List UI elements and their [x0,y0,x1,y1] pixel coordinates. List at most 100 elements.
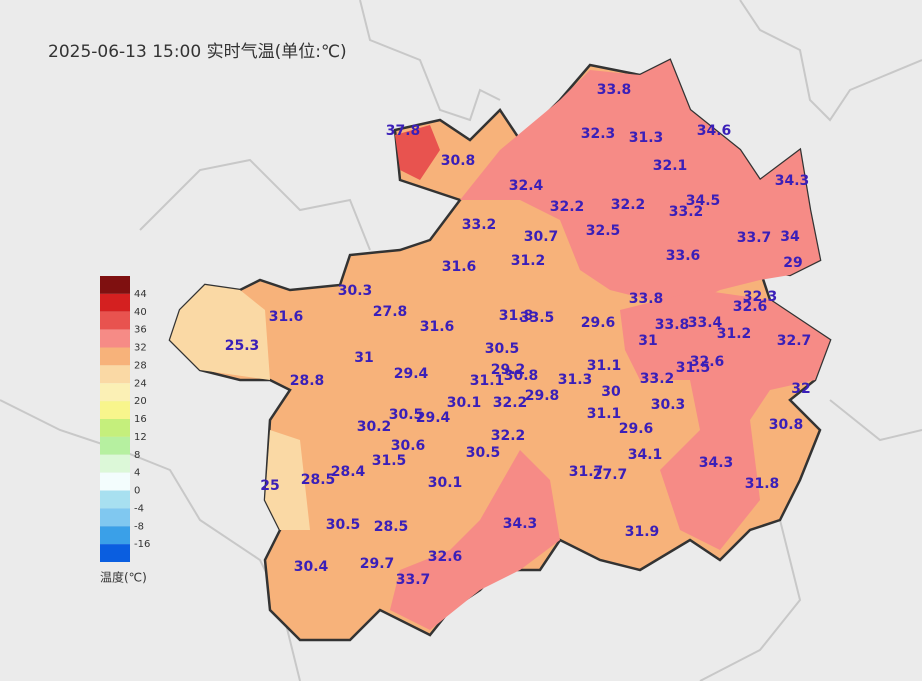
station-temperature: 32.7 [777,333,812,349]
station-temperature: 29.8 [525,388,560,404]
hot-area [395,125,440,180]
legend-tick-label: 8 [134,450,140,461]
legend-tick-label: 16 [134,414,147,425]
legend-tick-label: 0 [134,486,140,497]
station-temperature: 25 [260,478,279,494]
station-temperature: 31.7 [569,464,604,480]
station-temperature: 31.5 [372,453,407,469]
station-temperature: 32.6 [690,354,725,370]
legend-tick-label: 20 [134,396,147,407]
station-temperature: 29 [783,255,802,271]
legend-swatch [100,329,130,348]
station-temperature: 32.4 [509,178,544,194]
station-temperature: 34.3 [503,516,538,532]
station-temperature: 33.2 [640,371,675,387]
station-temperature: 31.3 [558,372,593,388]
station-temperature: 32.2 [491,428,526,444]
station-temperature: 34.3 [775,173,810,189]
station-temperature: 32.6 [428,549,463,565]
warm-area [390,450,560,630]
station-temperature: 31.6 [442,259,477,275]
legend-swatch [100,454,130,473]
station-temperature: 25.3 [225,338,260,354]
station-temperature: 30.5 [326,517,361,533]
station-temperature: 31.6 [420,319,455,335]
station-temperature: 29.6 [581,315,616,331]
station-temperature: 30.8 [441,153,476,169]
station-temperature: 27.7 [593,467,628,483]
legend-tick-label: 44 [134,289,147,300]
station-temperature: 34 [780,229,800,245]
station-temperature: 33.6 [666,248,701,264]
station-temperature: 32.6 [733,299,768,315]
legend-tick-label: 36 [134,325,147,336]
station-temperature: 28.4 [331,464,366,480]
station-temperature: 34.1 [628,447,663,463]
legend-swatch [100,472,130,491]
station-temperature: 31.3 [629,130,664,146]
station-temperature: 31.2 [511,253,546,269]
station-temperature: 33.8 [655,317,690,333]
station-temperature: 30.6 [391,438,426,454]
station-temperature: 33.7 [396,572,431,588]
station-temperature: 30.7 [524,229,559,245]
station-temperature: 31.8 [745,476,780,492]
station-temperature: 31 [354,350,373,366]
legend-tick-label: -8 [134,521,144,532]
station-temperature: 30.2 [357,419,392,435]
station-temperature: 30.5 [466,445,501,461]
legend-swatch [100,419,130,437]
station-temperature: 32.2 [611,197,646,213]
station-temperature: 28.8 [290,373,325,389]
legend-swatch [100,293,130,312]
warm-area [620,290,830,550]
station-temperature: 33.8 [597,82,632,98]
station-temperature: 31.1 [587,406,622,422]
warm-area [460,60,820,300]
station-temperature: 33.8 [629,291,664,307]
legend-swatch [100,401,130,419]
station-temperature: 31.9 [625,524,660,540]
legend-tick-label: 24 [134,378,147,389]
station-temperature: 31.1 [470,373,505,389]
station-temperature: 30.5 [389,407,424,423]
station-temperature: 33.2 [462,217,497,233]
station-temperature: 32.2 [550,199,585,215]
station-temperature: 28.5 [301,472,336,488]
legend-swatch [100,544,130,562]
legend-tick-label: 28 [134,360,147,371]
legend-tick-label: 4 [134,468,140,479]
station-temperature: 30.8 [504,368,539,384]
legend-tick-label: -16 [134,539,150,550]
station-temperature: 29.4 [394,366,429,382]
station-temperature: 31 [638,333,657,349]
station-temperature: 29.7 [360,556,395,572]
legend-swatch [100,365,130,384]
legend-swatch [100,508,130,527]
station-temperature: 30.1 [428,475,463,491]
legend-swatch [100,383,130,402]
station-temperature: 33.7 [737,230,772,246]
map-title: 2025-06-13 15:00 实时气温(单位:℃) [48,42,347,62]
station-temperature: 31.1 [587,358,622,374]
station-temperature: 30.3 [651,397,686,413]
legend-tick-label: 32 [134,343,147,354]
mild-area [265,430,310,530]
station-temperature: 33.2 [669,204,704,220]
legend-swatch [100,526,130,545]
station-temperature: 30.3 [338,283,373,299]
station-temperature: 32.2 [493,395,528,411]
legend-tick-label: 12 [134,432,147,443]
station-temperature: 37.8 [386,123,421,139]
mild-area [170,285,270,380]
station-temperature: 32.3 [581,126,616,142]
station-temperature: 34.6 [697,123,732,139]
legend-swatch [100,490,130,509]
station-temperature: 34.5 [686,193,721,209]
station-temperature: 32 [791,381,810,397]
station-temperature: 28.5 [374,519,409,535]
station-temperature: 31.5 [676,360,711,376]
